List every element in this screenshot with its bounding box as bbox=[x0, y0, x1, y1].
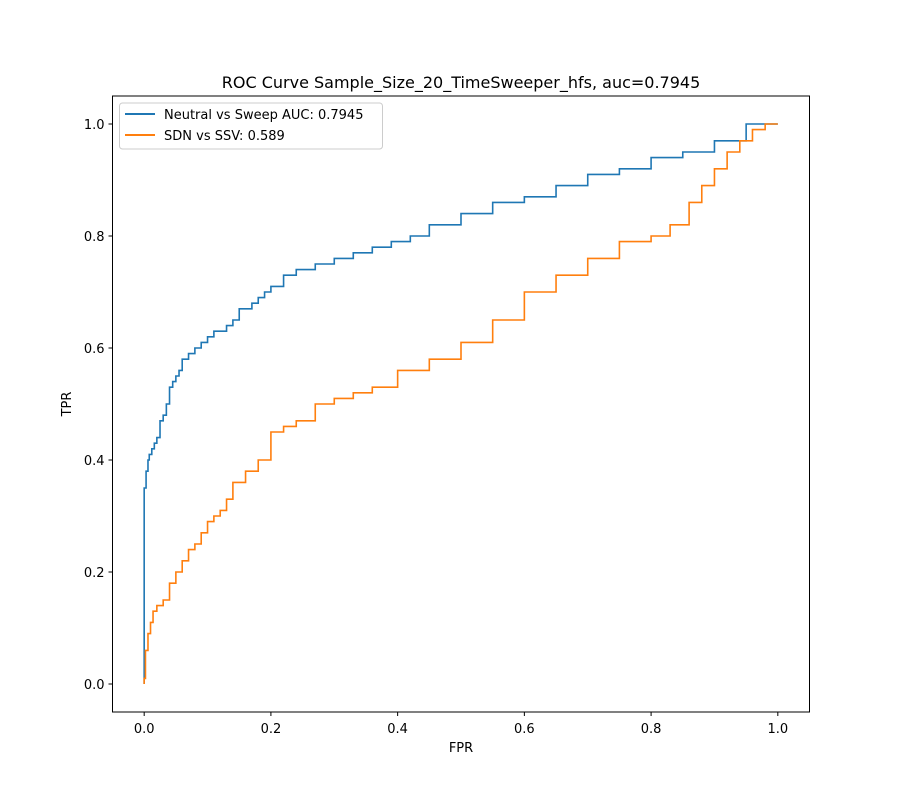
roc-curve-sdn-vs-ssv bbox=[143, 123, 778, 684]
x-tick-label: 0.4 bbox=[387, 722, 408, 737]
chart-title: ROC Curve Sample_Size_20_TimeSweeper_hfs… bbox=[222, 73, 701, 93]
legend-label-neutral-vs-sweep: Neutral vs Sweep AUC: 0.7945 bbox=[164, 108, 363, 123]
y-axis-label: TPR bbox=[60, 392, 75, 418]
y-tick-label: 1.0 bbox=[84, 118, 105, 133]
series-layer bbox=[143, 123, 778, 684]
x-tick-label: 0.2 bbox=[261, 722, 282, 737]
roc-curve-neutral-vs-sweep bbox=[143, 123, 778, 684]
x-tick-label: 0.0 bbox=[134, 722, 155, 737]
x-axis-ticks: 0.0 0.2 0.4 0.6 0.8 1.0 bbox=[134, 712, 788, 737]
y-axis-ticks: 0.0 0.2 0.4 0.6 0.8 1.0 bbox=[84, 118, 113, 693]
x-tick-label: 0.8 bbox=[641, 722, 662, 737]
axes-frame bbox=[112, 95, 810, 713]
y-tick-label: 0.8 bbox=[84, 230, 105, 245]
plot-area bbox=[112, 95, 810, 713]
y-tick-label: 0.6 bbox=[84, 342, 105, 357]
legend-label-sdn-vs-ssv: SDN vs SSV: 0.589 bbox=[164, 129, 285, 144]
legend: Neutral vs Sweep AUC: 0.7945 SDN vs SSV:… bbox=[119, 102, 383, 150]
y-tick-label: 0.2 bbox=[84, 566, 105, 581]
y-tick-label: 0.0 bbox=[84, 678, 105, 693]
x-tick-label: 0.6 bbox=[514, 722, 535, 737]
legend-box bbox=[119, 102, 383, 150]
y-tick-label: 0.4 bbox=[84, 454, 105, 469]
x-axis-label: FPR bbox=[449, 741, 473, 756]
x-tick-label: 1.0 bbox=[767, 722, 788, 737]
